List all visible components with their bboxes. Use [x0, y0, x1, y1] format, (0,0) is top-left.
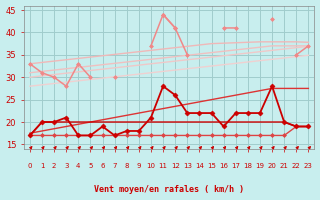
- X-axis label: Vent moyen/en rafales ( km/h ): Vent moyen/en rafales ( km/h ): [94, 185, 244, 194]
